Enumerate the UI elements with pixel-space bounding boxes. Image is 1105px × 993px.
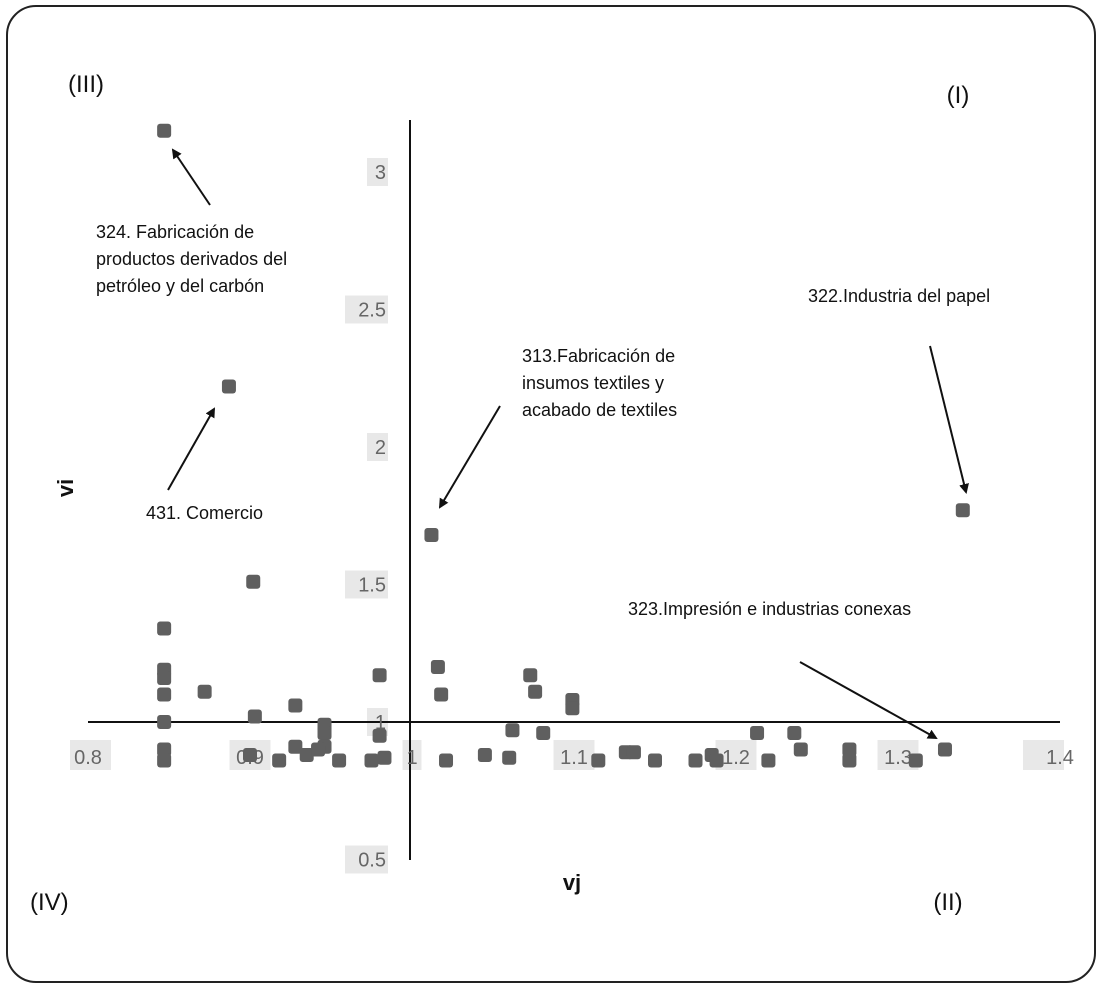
data-point xyxy=(528,684,543,699)
y-tick-bg xyxy=(345,295,388,324)
annotation-label: 431. Comercio xyxy=(146,503,263,523)
annotation-label: 313.Fabricación de insumos textiles y acab… xyxy=(522,346,677,420)
data-point xyxy=(221,379,236,394)
x-tick-bg xyxy=(553,740,595,770)
data-point xyxy=(157,123,172,138)
data-point xyxy=(565,701,580,716)
data-point xyxy=(591,753,606,768)
data-point xyxy=(626,745,641,760)
data-point xyxy=(197,684,212,699)
quadrant-label: (I) xyxy=(947,82,970,109)
x-tick-bg xyxy=(402,740,422,770)
x-tick-label: 0.8 xyxy=(74,747,102,769)
x-tick-label: 1 xyxy=(406,747,417,769)
y-tick-label: 2 xyxy=(375,437,386,459)
annotation-arrow xyxy=(171,148,211,206)
y-tick-label: 0.5 xyxy=(358,850,386,872)
annotation-line: insumos textiles y xyxy=(522,373,664,393)
data-point xyxy=(299,748,314,762)
annotation-label: 323.Impresión e industrias conexas xyxy=(628,599,911,619)
quadrant-label: (II) xyxy=(933,889,962,916)
quadrant-label: (III) xyxy=(68,71,104,98)
annotation-arrow xyxy=(929,345,969,494)
data-point xyxy=(439,753,454,768)
y-tick-label: 2.5 xyxy=(358,300,386,322)
data-point xyxy=(288,739,303,754)
annotation-line: productos derivados del xyxy=(96,249,287,269)
y-tick-bg xyxy=(345,570,388,599)
data-point xyxy=(523,668,538,683)
data-point xyxy=(477,748,492,762)
data-point xyxy=(430,660,445,674)
data-point xyxy=(332,753,347,768)
y-axis-title: vi xyxy=(53,479,78,497)
data-point xyxy=(937,742,952,757)
data-point xyxy=(364,753,379,768)
data-point xyxy=(502,750,517,765)
data-point xyxy=(157,742,172,757)
annotation-label: 324. Fabricación de productos derivados d… xyxy=(96,222,287,296)
x-tick-label: 1.2 xyxy=(722,747,750,769)
chart-frame xyxy=(6,5,1096,983)
x-tick-label: 1.3 xyxy=(884,747,912,769)
data-point xyxy=(157,671,172,685)
data-point xyxy=(157,753,172,768)
data-point xyxy=(536,726,551,740)
annotation-label: 322.Industria del papel xyxy=(808,286,990,306)
annotation-line: 322.Industria del papel xyxy=(808,286,990,306)
data-point xyxy=(842,753,857,768)
y-tick-bg xyxy=(345,845,388,874)
data-point xyxy=(317,726,332,740)
annotation-line: petróleo y del carbón xyxy=(96,276,264,296)
data-point xyxy=(311,742,326,757)
annotation-line: 323.Impresión e industrias conexas xyxy=(628,599,911,619)
annotation-arrow xyxy=(167,407,215,491)
data-point xyxy=(648,753,662,768)
data-point xyxy=(688,753,703,768)
data-point xyxy=(247,709,262,724)
data-point xyxy=(243,748,257,762)
y-tick-bg xyxy=(367,433,388,461)
annotation-arrow xyxy=(799,661,938,739)
x-tick-bg xyxy=(1023,740,1064,770)
x-tick-label: 1.1 xyxy=(560,747,588,769)
data-point xyxy=(505,723,520,738)
data-point xyxy=(288,698,303,713)
data-point xyxy=(787,726,802,740)
y-tick-label: 1 xyxy=(375,712,386,734)
data-point xyxy=(842,742,857,757)
data-point xyxy=(372,728,387,743)
data-point xyxy=(709,753,724,768)
data-point xyxy=(377,750,392,765)
y-tick-bg xyxy=(367,158,388,186)
annotation-line: 324. Fabricación de xyxy=(96,222,254,242)
data-point xyxy=(272,753,287,768)
data-point xyxy=(750,726,765,740)
data-point xyxy=(908,753,923,768)
x-tick-bg xyxy=(70,740,111,770)
quadrant-label: (IV) xyxy=(30,889,69,916)
annotation-line: 313.Fabricación de xyxy=(522,346,675,366)
annotation-line: 431. Comercio xyxy=(146,503,263,523)
data-point xyxy=(434,687,449,702)
annotation-line: acabado de textiles xyxy=(522,400,677,420)
data-point xyxy=(246,574,261,589)
data-point xyxy=(157,621,172,636)
x-tick-label: 1.4 xyxy=(1046,747,1074,769)
data-point xyxy=(157,687,172,702)
y-tick-label: 1.5 xyxy=(358,575,386,597)
data-point xyxy=(372,668,387,683)
data-point xyxy=(424,528,439,542)
data-point xyxy=(793,742,808,757)
data-point xyxy=(761,753,776,768)
y-tick-label: 3 xyxy=(375,162,386,184)
x-axis-title: vj xyxy=(563,870,581,895)
annotation-arrow xyxy=(438,405,501,509)
data-point xyxy=(955,503,970,518)
data-point xyxy=(157,715,172,729)
